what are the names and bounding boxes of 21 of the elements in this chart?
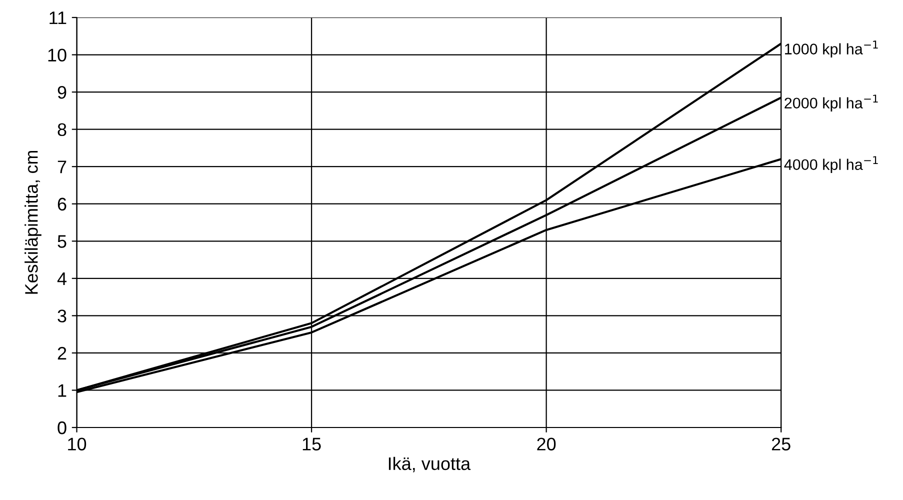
x-tick-label: 10 (68, 438, 86, 450)
x-tick-label: 20 (537, 438, 556, 450)
y-tick-label: 3 (58, 310, 66, 322)
y-tick-label: 11 (50, 12, 66, 24)
series-label: 2000 kpl ha$^{−1}$ (784, 94, 878, 112)
y-axis-title: Keskiläpimitta, cm (24, 150, 42, 294)
y-tick-label: 10 (48, 48, 66, 62)
series-label: 4000 kpl ha$^{−1}$ (784, 156, 878, 174)
y-tick-label: 6 (58, 198, 66, 211)
x-tick-label: 15 (302, 438, 321, 450)
y-tick-label: 7 (58, 160, 66, 174)
y-tick-label: 5 (58, 235, 66, 248)
y-tick-label: 0 (58, 421, 66, 434)
y-tick-label: 1 (58, 384, 66, 397)
y-tick-label: 2 (58, 346, 66, 360)
series-label: 1000 kpl ha$^{−1}$ (785, 40, 878, 58)
x-axis-title: Ikä, vuotta (388, 456, 471, 472)
y-tick-label: 9 (58, 86, 66, 99)
x-tick-label: 25 (772, 438, 790, 450)
y-tick-label: 4 (57, 272, 67, 285)
y-tick-label: 8 (58, 123, 66, 136)
